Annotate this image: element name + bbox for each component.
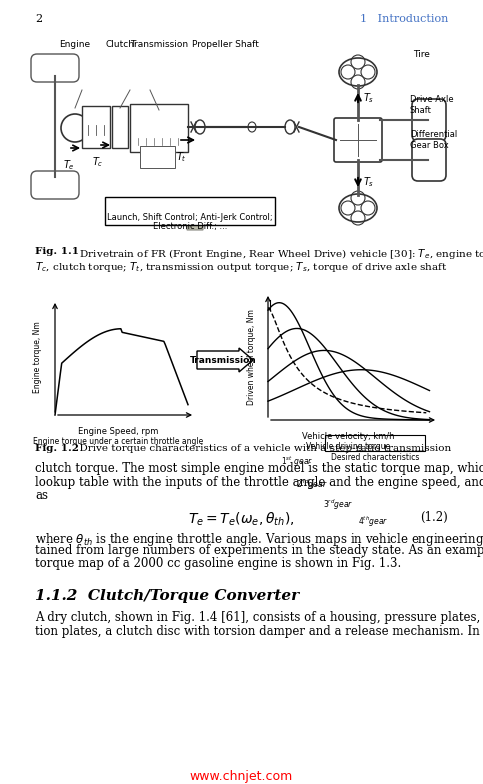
Text: $T_e$: $T_e$ [63, 158, 75, 172]
Text: Vehicle driving torque: Vehicle driving torque [306, 442, 390, 451]
Text: $3^{rd}$gear: $3^{rd}$gear [323, 498, 354, 512]
Text: Drive torque characteristics of a vehicle with a step-ratio transmission: Drive torque characteristics of a vehicl… [73, 444, 451, 453]
FancyArrow shape [197, 348, 253, 372]
Text: Engine torque under a certain throttle angle: Engine torque under a certain throttle a… [33, 437, 203, 446]
Text: Desired characteristics: Desired characteristics [331, 452, 419, 462]
FancyBboxPatch shape [112, 106, 128, 148]
FancyBboxPatch shape [412, 139, 446, 181]
Text: $1^{st}$ gear: $1^{st}$ gear [281, 455, 313, 469]
Text: $2^{nd}$gear: $2^{nd}$gear [296, 477, 327, 492]
Text: Tire: Tire [413, 50, 430, 59]
Text: $T_c$: $T_c$ [92, 155, 104, 169]
Text: Driven wheel torque, Nm: Driven wheel torque, Nm [247, 309, 256, 405]
Text: Transmission: Transmission [190, 355, 256, 365]
FancyBboxPatch shape [31, 54, 79, 82]
FancyBboxPatch shape [325, 435, 425, 451]
Text: Propeller Shaft: Propeller Shaft [192, 40, 258, 49]
Text: tained from large numbers of experiments in the steady state. As an example, the: tained from large numbers of experiments… [35, 544, 483, 557]
Text: $4^{th}$gear: $4^{th}$gear [358, 515, 388, 529]
Text: torque map of a 2000 cc gasoline engine is shown in Fig. 1.3.: torque map of a 2000 cc gasoline engine … [35, 557, 401, 571]
FancyBboxPatch shape [130, 104, 188, 152]
Text: 2: 2 [35, 14, 42, 24]
FancyBboxPatch shape [82, 106, 110, 148]
Text: Fig. 1.2: Fig. 1.2 [35, 444, 79, 453]
Text: Drive Axle
Shaft: Drive Axle Shaft [410, 95, 454, 115]
Text: Vehicle velocity, km/h: Vehicle velocity, km/h [302, 432, 394, 441]
Text: $T_e = T_e(\omega_e, \theta_{th}),$: $T_e = T_e(\omega_e, \theta_{th}),$ [188, 510, 294, 528]
Text: $T_s$: $T_s$ [363, 91, 374, 105]
Text: 1   Introduction: 1 Introduction [360, 14, 448, 24]
FancyBboxPatch shape [334, 118, 382, 162]
Text: tion plates, a clutch disc with torsion damper and a release mechanism. In manua: tion plates, a clutch disc with torsion … [35, 625, 483, 637]
Text: $T_c$, clutch torque; $T_t$, transmission output torque; $T_s$, torque of drive : $T_c$, clutch torque; $T_t$, transmissio… [35, 260, 448, 274]
FancyBboxPatch shape [31, 171, 79, 199]
Text: $T_t$: $T_t$ [176, 150, 186, 164]
FancyArrow shape [183, 210, 207, 230]
Text: (1.2): (1.2) [420, 510, 448, 524]
Text: Engine: Engine [59, 40, 91, 49]
Text: Engine Speed, rpm: Engine Speed, rpm [78, 427, 158, 436]
Text: $T_s$: $T_s$ [363, 175, 374, 189]
FancyBboxPatch shape [412, 99, 446, 141]
Text: Differential
Gear Box: Differential Gear Box [410, 130, 457, 150]
Text: lookup table with the inputs of the throttle angle and the engine speed, and den: lookup table with the inputs of the thro… [35, 476, 483, 488]
Text: Clutch: Clutch [105, 40, 134, 49]
Text: as: as [35, 489, 48, 502]
Text: where $\theta_{th}$ is the engine throttle angle. Various maps in vehicle engine: where $\theta_{th}$ is the engine thrott… [35, 531, 483, 547]
FancyBboxPatch shape [105, 197, 275, 225]
Text: Launch, Shift Control; Anti-Jerk Control;: Launch, Shift Control; Anti-Jerk Control… [107, 213, 273, 222]
Text: www.chnjet.com: www.chnjet.com [189, 770, 293, 783]
Text: clutch torque. The most simple engine model is the static torque map, which is a: clutch torque. The most simple engine mo… [35, 462, 483, 475]
Text: 1.1.2  Clutch/Torque Converter: 1.1.2 Clutch/Torque Converter [35, 589, 299, 603]
Text: Transmission: Transmission [130, 40, 188, 49]
Text: Fig. 1.1: Fig. 1.1 [35, 247, 79, 256]
Text: A dry clutch, shown in Fig. 1.4 [61], consists of a housing, pressure plates, fr: A dry clutch, shown in Fig. 1.4 [61], co… [35, 611, 483, 624]
Text: Engine torque, Nm: Engine torque, Nm [32, 321, 42, 393]
Text: Drivetrain of FR (Front Engine, Rear Wheel Drive) vehicle [30]: $T_e$, engine to: Drivetrain of FR (Front Engine, Rear Whe… [73, 247, 483, 261]
Text: Electronic Diff.; ...: Electronic Diff.; ... [153, 222, 227, 231]
FancyBboxPatch shape [140, 146, 175, 168]
